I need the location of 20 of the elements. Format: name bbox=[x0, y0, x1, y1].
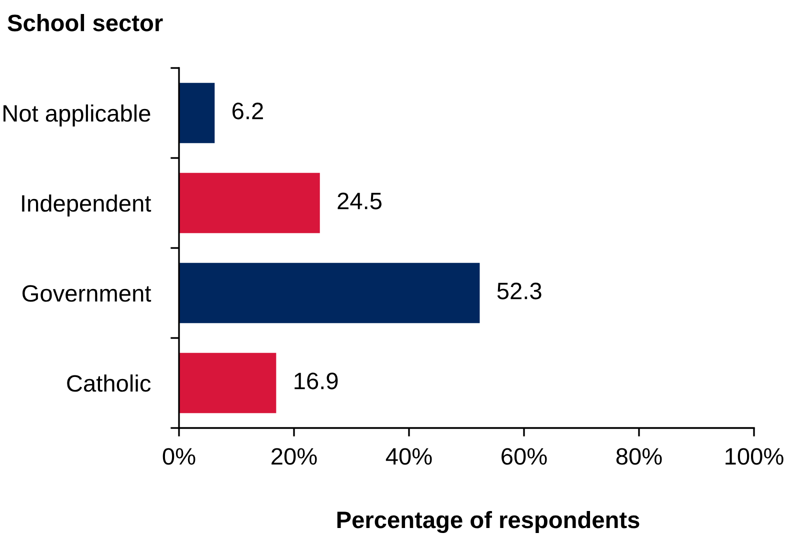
bar bbox=[179, 262, 480, 324]
x-tick-label: 80% bbox=[616, 448, 662, 465]
y-tick-label: Catholic bbox=[67, 374, 151, 392]
bar bbox=[179, 352, 276, 414]
data-label: 24.5 bbox=[338, 192, 382, 210]
data-label: 16.9 bbox=[294, 372, 338, 390]
x-tick-label: 0% bbox=[162, 448, 196, 465]
bar bbox=[179, 82, 215, 144]
y-tick-label: Independent bbox=[22, 194, 152, 216]
data-label: 6.2 bbox=[232, 102, 263, 120]
bar bbox=[179, 172, 320, 234]
y-axis-title: School sector bbox=[8, 14, 163, 32]
x-tick-label: 100% bbox=[726, 448, 784, 465]
data-label: 52.3 bbox=[497, 282, 542, 300]
y-tick-label: Government bbox=[22, 285, 152, 302]
x-tick-label: 20% bbox=[272, 448, 317, 465]
x-tick-label: 40% bbox=[386, 448, 432, 465]
x-axis-title: Percentage of respondents bbox=[337, 510, 640, 534]
y-tick-label: Not applicable bbox=[4, 104, 150, 126]
x-tick-label: 60% bbox=[502, 448, 547, 465]
